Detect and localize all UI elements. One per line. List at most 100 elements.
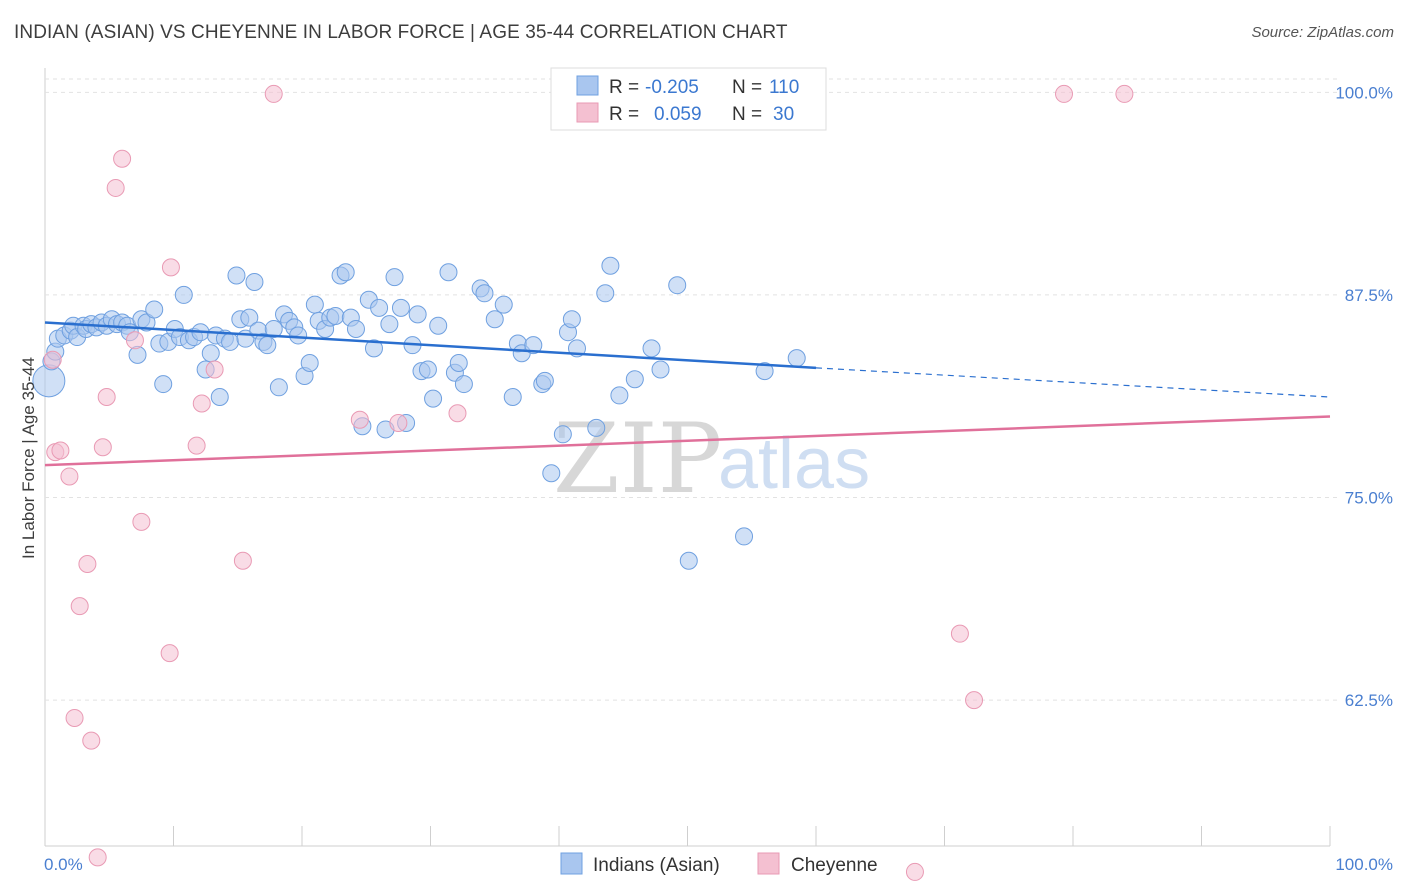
indian-asian-point	[364, 339, 383, 358]
indian-asian-point	[408, 305, 427, 324]
indian-asian-point	[300, 353, 319, 372]
cheyenne-point	[132, 512, 151, 531]
legend-n-label-2: N =	[732, 104, 762, 125]
cheyenne-point	[389, 413, 408, 432]
indian-asian-point	[385, 268, 404, 287]
indian-asian-point	[553, 425, 572, 444]
indian-asian-point	[755, 362, 774, 381]
y-tick-label: 62.5%	[1345, 691, 1393, 710]
indian-asian-point	[429, 316, 448, 335]
indian-asian-point	[679, 551, 698, 570]
indian-asian-point	[326, 306, 345, 325]
legend-swatch-blue	[576, 75, 599, 96]
indian-asian-point	[418, 360, 437, 379]
indian-asian-point	[336, 263, 355, 282]
trendlines	[44, 321, 1331, 467]
indian-asian-point	[787, 349, 806, 368]
indian-asian-trendline	[44, 321, 817, 370]
stats-legend: R = -0.205 N = 110 R = 0.059 N = 30	[550, 67, 827, 131]
legend-n-label-1: N =	[732, 77, 762, 98]
indian-asian-point	[454, 375, 473, 394]
cheyenne-point	[88, 848, 107, 867]
cheyenne-point	[97, 388, 116, 407]
cheyenne-point	[192, 394, 211, 413]
bottom-legend-label-blue: Indians (Asian)	[593, 855, 720, 876]
indian-asian-point	[370, 298, 389, 317]
indian-asian-point	[227, 266, 246, 285]
indian-asian-point	[221, 332, 240, 351]
legend-r-label-1: R =	[609, 77, 639, 98]
x-axis-ticks	[44, 826, 1331, 846]
cheyenne-point	[233, 551, 252, 570]
indian-asian-point	[485, 310, 504, 329]
indian-asian-point	[128, 345, 147, 364]
indian-asian-point	[154, 375, 173, 394]
legend-n-value-2: 30	[773, 104, 794, 125]
indian-asian-point	[264, 319, 283, 338]
y-tick-label: 75.0%	[1345, 489, 1393, 508]
cheyenne-point	[65, 708, 84, 727]
x-tick-label-right: 100.0%	[1335, 855, 1393, 874]
indian-asian-point	[535, 371, 554, 390]
gridlines	[45, 78, 1340, 701]
indian-asian-point	[524, 336, 543, 355]
y-axis-tick-labels: 100.0% 87.5% 75.0% 62.5%	[1335, 83, 1393, 710]
chart-title: INDIAN (ASIAN) VS CHEYENNE IN LABOR FORC…	[14, 22, 788, 43]
cheyenne-point	[160, 644, 179, 663]
bottom-legend-label-pink: Cheyenne	[791, 855, 878, 876]
cheyenne-point	[106, 178, 125, 197]
legend-r-value-2: 0.059	[654, 104, 702, 125]
cheyenne-point	[187, 436, 206, 455]
series-legend: Indians (Asian) Cheyenne	[560, 852, 878, 876]
series-cheyenne-points	[43, 84, 1134, 881]
y-tick-label: 100.0%	[1335, 83, 1393, 102]
cheyenne-point	[93, 438, 112, 457]
legend-r-label-2: R =	[609, 104, 639, 125]
indian-asian-point	[503, 388, 522, 407]
indian-asian-point	[610, 386, 629, 405]
x-tick-label-left: 0.0%	[44, 855, 83, 874]
indian-asian-point	[289, 326, 308, 345]
cheyenne-point	[161, 258, 180, 277]
indian-asian-point	[269, 378, 288, 397]
indian-asian-point	[642, 339, 661, 358]
cheyenne-point	[264, 84, 283, 103]
indian-asian-trendline-extension	[815, 367, 1331, 398]
cheyenne-point	[965, 691, 984, 710]
indian-asian-point	[240, 308, 259, 327]
cheyenne-point	[43, 350, 62, 369]
indian-asian-point	[201, 344, 220, 363]
indian-asian-point	[424, 389, 443, 408]
cheyenne-point	[125, 331, 144, 350]
indian-asian-point	[346, 319, 365, 338]
cheyenne-point	[70, 597, 89, 616]
cheyenne-trendline	[44, 415, 1331, 467]
indian-asian-point	[668, 276, 687, 295]
indian-asian-point	[380, 315, 399, 334]
indian-asian-point	[587, 418, 606, 437]
indian-asian-point	[494, 295, 513, 314]
indian-asian-point	[245, 272, 264, 291]
indian-asian-point	[210, 388, 229, 407]
watermark-zip: ZIP	[553, 403, 722, 515]
indian-asian-point	[174, 285, 193, 304]
cheyenne-point	[1055, 84, 1074, 103]
indian-asian-point	[449, 353, 468, 372]
indian-asian-point	[258, 336, 277, 355]
indian-asian-point	[562, 310, 581, 329]
indian-asian-point	[145, 300, 164, 319]
cheyenne-point	[448, 404, 467, 423]
cheyenne-point	[350, 410, 369, 429]
cheyenne-point	[51, 441, 70, 460]
cheyenne-point	[78, 554, 97, 573]
cheyenne-point	[113, 149, 132, 168]
indian-asian-point	[651, 360, 670, 379]
indian-asian-point	[475, 284, 494, 303]
cheyenne-point	[905, 862, 924, 881]
indian-asian-point	[601, 256, 620, 275]
bottom-legend-swatch-blue	[560, 852, 583, 875]
y-tick-label: 87.5%	[1345, 286, 1393, 305]
indian-asian-point	[439, 263, 458, 282]
indian-asian-point	[625, 370, 644, 389]
indian-asian-point	[305, 295, 324, 314]
